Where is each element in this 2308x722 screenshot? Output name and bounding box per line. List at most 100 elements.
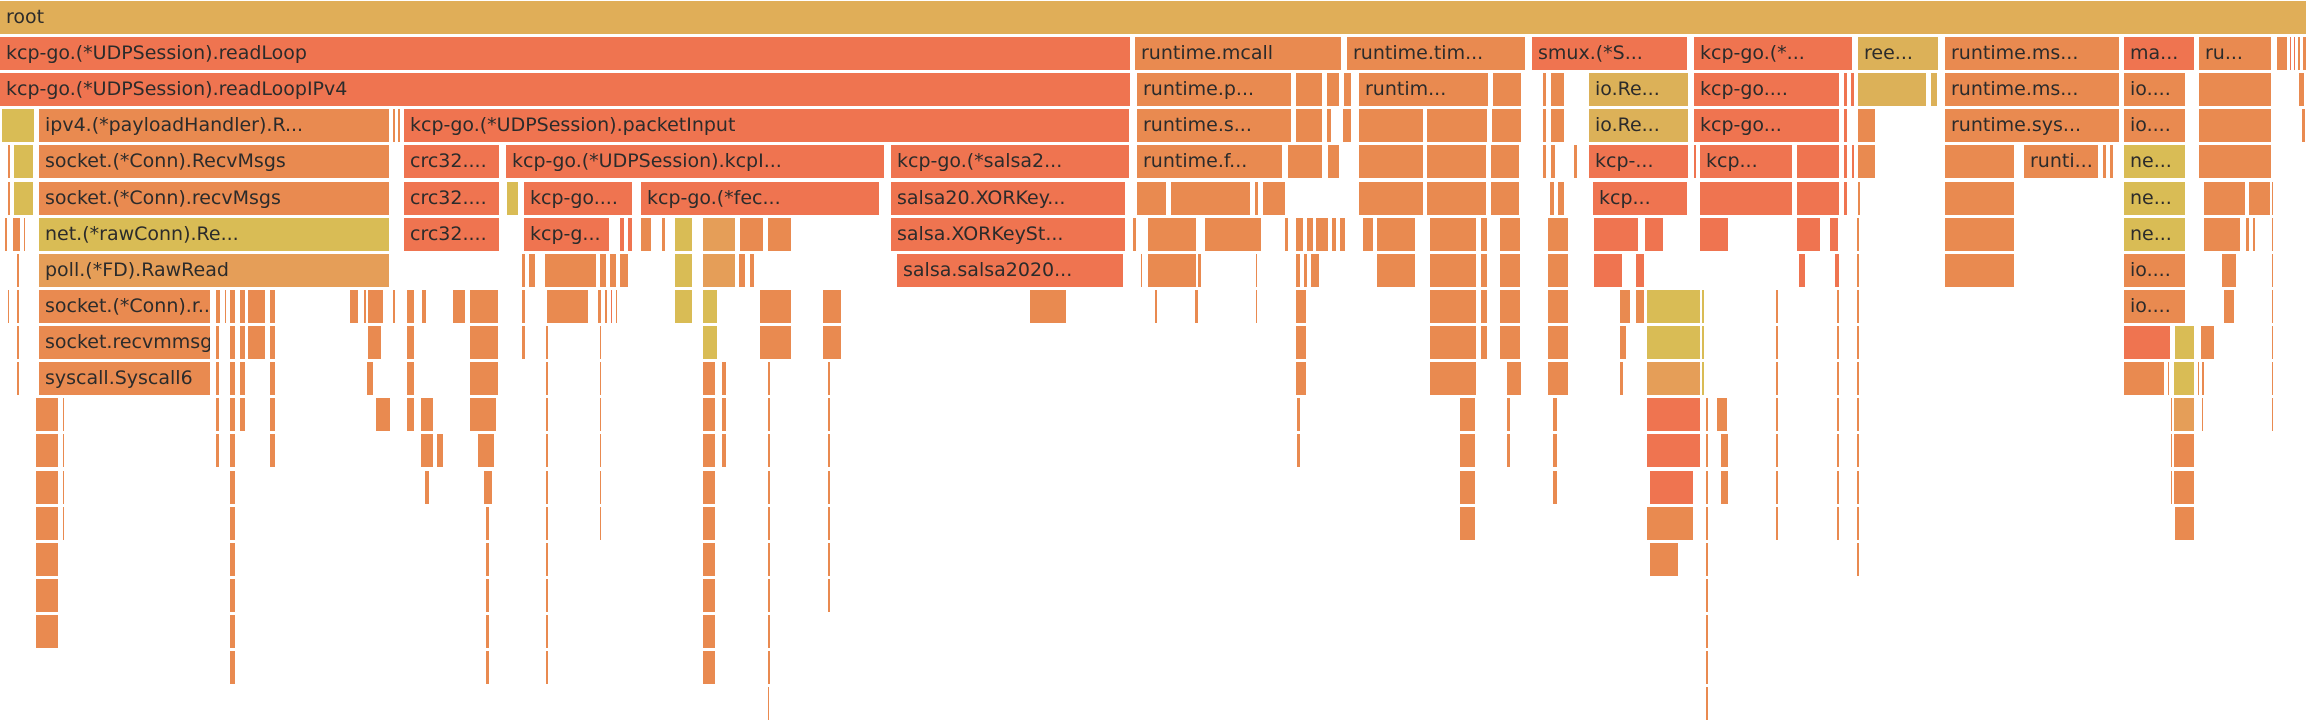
flame-frame-kcp-go[interactable]: kcp-go.(*... [1694,37,1852,70]
flame-frame[interactable] [1700,218,1728,251]
flame-frame[interactable] [1507,362,1521,395]
flame-frame[interactable] [1645,218,1663,251]
flame-frame-io-re[interactable]: io.Re... [1589,73,1688,106]
flame-frame[interactable] [367,362,373,395]
flame-frame[interactable] [739,254,745,287]
flame-frame[interactable] [828,398,830,431]
flame-frame[interactable] [1844,73,1847,106]
flame-frame[interactable] [1857,471,1859,504]
flame-frame[interactable] [2290,37,2291,70]
flame-frame[interactable] [703,651,715,684]
flame-frame[interactable] [230,434,235,467]
flame-frame[interactable] [216,362,219,395]
flame-frame[interactable] [2302,109,2305,142]
flame-frame[interactable] [1548,218,1568,251]
flame-frame[interactable] [1717,398,1727,431]
flame-frame-ne[interactable]: ne... [2124,218,2185,251]
flame-frame[interactable] [722,362,726,395]
flame-frame[interactable] [546,615,548,648]
flame-frame[interactable] [1558,182,1564,215]
flame-frame[interactable] [768,651,770,684]
flame-frame[interactable] [703,362,715,395]
flame-frame[interactable] [2174,398,2194,431]
flame-frame[interactable] [2199,73,2271,106]
flame-frame[interactable] [1776,326,1778,359]
flame-frame[interactable] [270,326,275,359]
flame-frame[interactable] [600,434,601,467]
flame-frame[interactable] [1359,182,1423,215]
flame-frame[interactable] [600,254,606,287]
flame-frame[interactable] [1297,434,1300,467]
flame-frame[interactable] [376,398,390,431]
flame-frame[interactable] [14,182,33,215]
flame-frame[interactable] [703,507,715,540]
flame-frame[interactable] [1491,182,1519,215]
flame-frame-io[interactable]: io.... [2124,254,2185,287]
flame-frame[interactable] [1285,218,1288,251]
flame-frame[interactable] [2168,362,2169,395]
flame-frame[interactable] [1288,145,1322,178]
flame-frame[interactable] [230,398,235,431]
flame-frame[interactable] [216,326,219,359]
flame-frame[interactable] [828,543,830,576]
flame-frame-kcp-g[interactable]: kcp-g... [524,218,609,251]
flame-frame[interactable] [1931,73,1937,106]
flame-frame[interactable] [1377,218,1415,251]
flame-frame[interactable] [1945,182,2014,215]
flame-frame[interactable] [470,326,498,359]
flame-frame[interactable] [1837,507,1839,540]
flame-frame[interactable] [828,507,830,540]
flame-frame[interactable] [398,109,400,142]
flame-frame[interactable] [230,507,235,540]
flame-frame-root[interactable]: root [0,1,2306,34]
flame-frame[interactable] [1857,290,1859,323]
flame-frame[interactable] [1636,290,1644,323]
flame-frame[interactable] [1460,471,1475,504]
flame-frame[interactable] [350,290,358,323]
flame-frame[interactable] [2171,434,2172,467]
flame-frame[interactable] [1332,218,1336,251]
flame-frame-ne[interactable]: ne... [2124,145,2185,178]
flame-frame[interactable] [2110,145,2113,178]
flame-frame[interactable] [1830,218,1838,251]
flame-frame[interactable] [1721,434,1728,467]
flame-frame-io[interactable]: io.... [2124,73,2185,106]
flame-frame[interactable] [546,507,548,540]
flame-frame[interactable] [1155,290,1157,323]
flame-frame-ru[interactable]: ru... [2199,37,2271,70]
flame-frame[interactable] [1650,543,1678,576]
flame-frame[interactable] [1837,398,1839,431]
flame-frame[interactable] [230,290,235,323]
flame-frame[interactable] [1776,362,1778,395]
flame-frame[interactable] [36,434,58,467]
flame-frame[interactable] [437,434,443,467]
flame-frame[interactable] [17,290,19,323]
flame-frame[interactable] [240,398,245,431]
flame-frame-kcp-go-udpsession-kcpi[interactable]: kcp-go.(*UDPSession).kcpI... [506,145,884,178]
flame-frame[interactable] [1481,326,1487,359]
flame-frame[interactable] [620,218,624,251]
flame-frame[interactable] [421,434,433,467]
flame-frame[interactable] [486,579,489,612]
flame-frame[interactable] [216,290,220,323]
flame-frame-runtime-mcall[interactable]: runtime.mcall [1135,37,1341,70]
flame-frame[interactable] [768,579,770,612]
flame-frame[interactable] [1776,290,1778,323]
flame-frame[interactable] [1296,109,1322,142]
flame-frame[interactable] [620,254,628,287]
flame-frame[interactable] [1296,362,1306,395]
flame-frame[interactable] [240,326,245,359]
flame-frame[interactable] [484,471,492,504]
flame-frame[interactable] [1553,398,1557,431]
flame-frame[interactable] [1359,109,1423,142]
flame-frame[interactable] [1030,290,1066,323]
flame-frame-kcp-go-udpsession-readloopipv4[interactable]: kcp-go.(*UDPSession).readLoopIPv4 [0,73,1130,106]
flame-frame-poll-fd-rawread[interactable]: poll.(*FD).RawRead [39,254,389,287]
flame-frame[interactable] [546,326,548,359]
flame-frame[interactable] [36,543,58,576]
flame-frame[interactable] [768,362,770,395]
flame-frame[interactable] [1553,434,1557,467]
flame-frame-syscall-syscall6[interactable]: syscall.Syscall6 [39,362,210,395]
flame-frame[interactable] [1343,109,1351,142]
flame-frame-kcp-go-salsa2[interactable]: kcp-go.(*salsa2... [891,145,1129,178]
